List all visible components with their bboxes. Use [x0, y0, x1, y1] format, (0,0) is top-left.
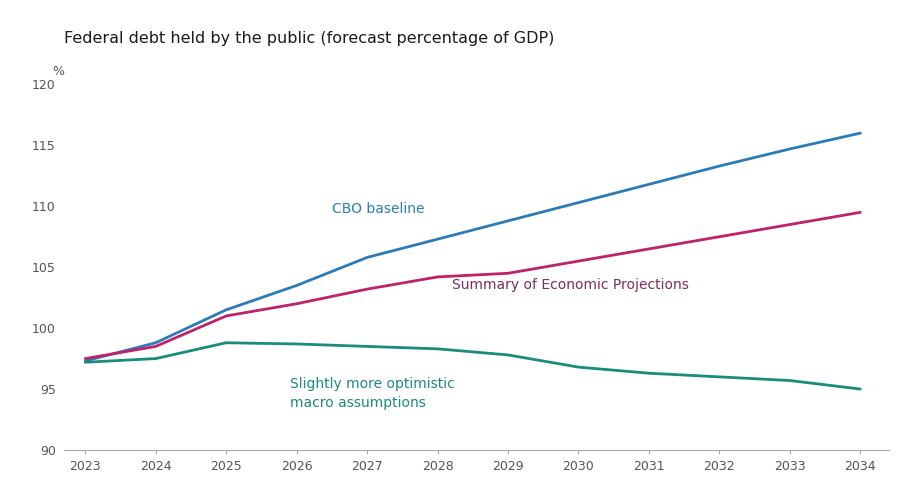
Text: Slightly more optimistic
macro assumptions: Slightly more optimistic macro assumptio…: [289, 378, 454, 410]
Text: Summary of Economic Projections: Summary of Economic Projections: [452, 278, 689, 291]
Text: %: %: [52, 66, 64, 78]
Text: CBO baseline: CBO baseline: [332, 202, 424, 216]
Text: Federal debt held by the public (forecast percentage of GDP): Federal debt held by the public (forecas…: [64, 32, 554, 46]
